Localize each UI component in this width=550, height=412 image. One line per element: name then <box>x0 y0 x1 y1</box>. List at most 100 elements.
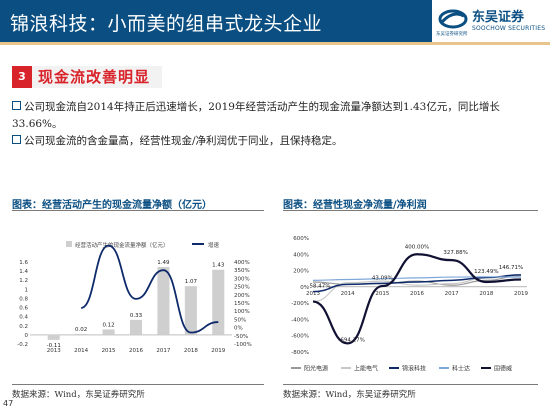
bar <box>102 329 115 335</box>
bar <box>47 334 60 340</box>
series-line <box>312 276 522 281</box>
y-tick-label: 200% <box>293 269 309 275</box>
left-y-tick-label: 1.6 <box>19 260 28 266</box>
bullet-item: 公司现金流的含金量高，经营性现金/净利润优于同业，且保持稳定。 <box>12 133 536 150</box>
x-tick-label: 2014 <box>74 348 88 354</box>
y-tick-label: -400% <box>291 317 309 323</box>
left-chart-legend: 经营活动产生的现金流量净额（亿元） 增速 <box>66 241 220 249</box>
legend-label: 阳光电源 <box>304 365 328 373</box>
left-y-tick-label: 0.8 <box>19 296 28 302</box>
bullet-list: 公司现金流自2014年持正后迅速增长，2019年经营活动产生的现金流量净额达到1… <box>12 99 536 150</box>
left-y-tick-label: 0.2 <box>19 324 28 330</box>
x-tick-label: 2019 <box>514 291 528 297</box>
bar-data-label: 1.43 <box>212 263 225 269</box>
checkbox-bullet-icon <box>12 101 21 110</box>
logo-cn-text: 东吴证券 <box>472 10 525 25</box>
right-chart-caption: 图表：经营性现金净流量/净利润 <box>283 200 427 211</box>
left-y-tick-label: -0.2 <box>17 342 28 348</box>
y-tick-label: -200% <box>291 301 309 307</box>
brand-logo: 东吴证券 SOOCHOW SECURITIES 东吴证券研究所 <box>432 0 550 42</box>
bar <box>75 333 88 335</box>
y-tick-label: 600% <box>293 236 309 242</box>
right-y-tick-label: 0% <box>234 326 243 332</box>
bar-data-label: 0.12 <box>102 322 114 328</box>
x-tick-label: 2017 <box>445 291 459 297</box>
left-y-tick-label: 1 <box>25 287 29 293</box>
right-y-tick-label: 150% <box>234 301 250 307</box>
right-y-tick-label: -100% <box>234 342 252 348</box>
x-tick-label: 2019 <box>211 348 225 354</box>
legend-label: 上能电气 <box>354 365 378 373</box>
right-y-tick-label: 350% <box>234 268 250 274</box>
y-tick-label: 0% <box>300 285 309 291</box>
left-source-rule <box>12 384 264 385</box>
page-title: 锦浪科技：小而美的组串式龙头企业 <box>10 13 323 35</box>
right-y-tick-label: 400% <box>234 260 250 266</box>
x-tick-label: 2015 <box>375 291 389 297</box>
x-tick-label: 2018 <box>184 348 198 354</box>
x-tick-label: 2014 <box>341 291 355 297</box>
right-chart-source: 数据来源：Wind，东吴证券研究所 <box>283 390 416 400</box>
right-chart-rule <box>283 210 538 211</box>
bar-data-label: 0.02 <box>75 327 87 333</box>
left-y-tick-label: 1.2 <box>19 278 28 284</box>
bullet-text: 公司现金流的含金量高，经营性现金/净利润优于同业，且保持稳定。 <box>24 135 343 147</box>
legend-label: 科士达 <box>452 365 470 373</box>
growth-line <box>80 244 219 334</box>
section-title: 现金流改善明显 <box>38 68 151 86</box>
header-divider <box>0 42 550 45</box>
line-data-label: 327.88% <box>443 250 467 256</box>
bullet-text: 公司现金流自2014年持正后迅速增长，2019年经营活动产生的现金流量净额达到1… <box>12 101 500 130</box>
logo-mark-icon <box>438 9 468 29</box>
bar-data-label: -0.11 <box>47 343 61 349</box>
y-tick-label: -600% <box>291 334 309 340</box>
y-tick-label: -800% <box>291 350 309 356</box>
right-y-tick-label: -50% <box>234 334 248 340</box>
right-chart: 600% 400% 200% 0% -200% -400% -600% -800% 2013 20… <box>291 236 528 373</box>
legend-label-bar: 经营活动产生的现金流量净额（亿元） <box>75 241 169 249</box>
right-y-tick-label: 100% <box>234 309 250 315</box>
right-y-tick-label: 250% <box>234 285 250 291</box>
bar <box>212 269 225 335</box>
bar <box>129 319 143 335</box>
line-data-label: 43.09% <box>372 275 393 281</box>
x-tick-label: 2018 <box>479 291 493 297</box>
right-y-tick-label: 50% <box>234 317 246 323</box>
left-chart-rule <box>12 210 264 211</box>
x-tick-label: 2013 <box>306 291 320 297</box>
right-source-rule <box>283 384 538 385</box>
left-y-tick-label: 0.4 <box>19 315 28 321</box>
right-y-tick-label: 300% <box>234 276 250 282</box>
right-y-tick-label: 200% <box>234 293 250 299</box>
legend-label: 固德威 <box>494 365 512 373</box>
series-line <box>312 274 522 293</box>
left-y-tick-label: 1.4 <box>19 269 28 275</box>
logo-en-text: SOOCHOW SECURITIES <box>472 25 546 32</box>
page-number: 47 <box>3 399 14 408</box>
bar <box>157 267 170 335</box>
left-y-tick-label: 0 <box>25 333 29 339</box>
line-data-label: -694.17% <box>338 337 364 343</box>
section-number: 3 <box>12 66 32 88</box>
left-y-tick-label: 0.6 <box>19 306 28 312</box>
left-chart-source: 数据来源：Wind，东吴证券研究所 <box>12 390 145 400</box>
series-line <box>312 253 522 345</box>
bullet-item: 公司现金流自2014年持正后迅速增长，2019年经营活动产生的现金流量净额达到1… <box>12 99 536 133</box>
x-tick-label: 2015 <box>102 348 116 354</box>
right-chart-legend: 阳光电源 上能电气 锦浪科技 科士达 固德威 <box>291 365 512 373</box>
bar-data-label: 1.49 <box>157 260 170 266</box>
logo-sub-text: 东吴证券研究所 <box>436 32 468 37</box>
y-tick-label: 400% <box>293 252 309 258</box>
left-chart-caption: 图表：经营活动产生的现金流量净额（亿元） <box>12 200 212 211</box>
x-tick-label: 2016 <box>410 291 424 297</box>
bar-data-label: 0.33 <box>130 313 143 319</box>
x-tick-label: 2016 <box>129 348 143 354</box>
line-data-label: 123.49% <box>474 269 498 275</box>
checkbox-bullet-icon <box>12 135 21 144</box>
line-data-label: -58.47% <box>308 284 331 290</box>
x-tick-label: 2013 <box>47 348 61 354</box>
bar-data-label: 1.07 <box>185 279 198 285</box>
x-tick-label: 2017 <box>156 348 170 354</box>
legend-label-line: 增速 <box>208 241 220 249</box>
line-data-label: 400.00% <box>405 244 429 250</box>
